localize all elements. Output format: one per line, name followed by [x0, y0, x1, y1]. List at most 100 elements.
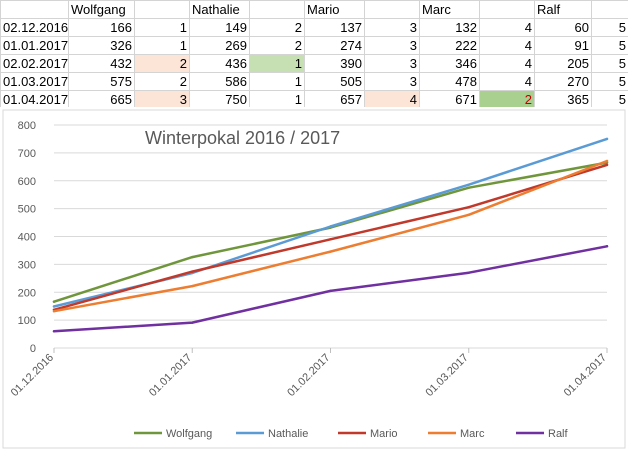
table-cell[interactable]: 4: [479, 36, 535, 55]
y-tick-label: 600: [18, 176, 36, 188]
table-cell[interactable]: 2: [134, 54, 190, 73]
table-cell[interactable]: 505: [304, 72, 365, 91]
table-cell[interactable]: 3: [364, 36, 420, 55]
data-point-ralf: [191, 321, 194, 324]
y-tick-label: 100: [18, 315, 36, 327]
table-cell[interactable]: 132: [419, 18, 480, 37]
table-cell[interactable]: 3: [134, 90, 190, 109]
table-cell[interactable]: 586: [189, 72, 250, 91]
table-cell[interactable]: 3: [364, 54, 420, 73]
legend-label-wolfgang: Wolfgang: [166, 428, 212, 440]
table-cell[interactable]: 671: [419, 90, 480, 109]
data-point-wolfgang: [191, 255, 194, 259]
table-cell[interactable]: 91: [534, 36, 592, 55]
header-cell[interactable]: [591, 0, 628, 19]
table-cell[interactable]: 5: [591, 54, 628, 73]
table-cell[interactable]: 750: [189, 90, 250, 109]
table-cell[interactable]: 575: [68, 72, 135, 91]
table-cell[interactable]: 326: [68, 36, 135, 55]
y-tick-label: 0: [30, 343, 36, 355]
table-cell[interactable]: 665: [68, 90, 135, 109]
table-cell[interactable]: 478: [419, 72, 480, 91]
table-cell[interactable]: 274: [304, 36, 365, 55]
table-cell[interactable]: 205: [534, 54, 592, 73]
table-cell[interactable]: 346: [419, 54, 480, 73]
table-cell[interactable]: 390: [304, 54, 365, 73]
line-chart: 01.12.2016 01.01.2017 01.02.2017 01.03.2017…: [0, 107, 628, 450]
table-cell[interactable]: 5: [591, 18, 628, 37]
data-point-nathalie: [467, 183, 470, 186]
table-cell[interactable]: 2: [134, 72, 190, 91]
date-cell[interactable]: 02.02.2017: [0, 54, 69, 73]
data-point-wolfgang: [467, 186, 470, 189]
date-cell[interactable]: 01.01.2017: [0, 36, 69, 55]
chart-background: [0, 107, 628, 450]
table-cell[interactable]: 269: [189, 36, 250, 55]
table-cell[interactable]: 4: [479, 72, 535, 91]
y-tick-label: 400: [18, 232, 36, 244]
header-cell[interactable]: Ralf: [534, 0, 592, 19]
table-cell[interactable]: 3: [364, 18, 420, 37]
table-cell[interactable]: 436: [189, 54, 250, 73]
series-lines: [52, 137, 609, 333]
table-cell[interactable]: 5: [591, 36, 628, 55]
date-cell[interactable]: 02.12.2016: [0, 18, 69, 37]
header-cell[interactable]: [249, 0, 305, 19]
data-point-wolfgang: [52, 300, 56, 303]
table-cell[interactable]: 222: [419, 36, 480, 55]
table-cell[interactable]: 166: [68, 18, 135, 37]
data-point-nathalie: [329, 225, 332, 228]
header-cell[interactable]: [0, 0, 69, 19]
data-point-marc: [52, 310, 56, 313]
table-cell[interactable]: 2: [249, 36, 305, 55]
table-cell[interactable]: 5: [591, 90, 628, 109]
table-cell[interactable]: 4: [479, 18, 535, 37]
data-point-mario: [329, 238, 332, 241]
header-cell[interactable]: [364, 0, 420, 19]
table-cell[interactable]: 5: [591, 72, 628, 91]
table-cell[interactable]: 657: [304, 90, 365, 109]
chart-title: Winterpokal 2016 / 2017: [145, 128, 340, 148]
table-cell[interactable]: 4: [364, 90, 420, 109]
y-tick-label: 500: [18, 204, 36, 216]
table-cell[interactable]: 4: [479, 54, 535, 73]
table-cell[interactable]: 1: [134, 36, 190, 55]
table-row: 01.03.2017 575 2 586 1 505 3 478 4 270 5: [0, 72, 628, 91]
table-cell[interactable]: 60: [534, 18, 592, 37]
header-cell[interactable]: Nathalie: [189, 0, 250, 19]
legend-label-marc: Marc: [460, 428, 485, 440]
table-cell[interactable]: 432: [68, 54, 135, 73]
table-row: 02.12.2016 166 1 149 2 137 3 132 4 60 5: [0, 18, 628, 37]
table-cell[interactable]: 137: [304, 18, 365, 37]
header-cell[interactable]: [479, 0, 535, 19]
table-cell[interactable]: 2: [479, 90, 535, 109]
chart-svg: 01.12.2016 01.01.2017 01.02.2017 01.03.2017…: [0, 107, 628, 450]
header-cell[interactable]: Wolfgang: [68, 0, 135, 19]
data-point-marc: [191, 284, 194, 288]
table-cell[interactable]: 1: [249, 90, 305, 109]
spreadsheet-table: Wolfgang Nathalie Mario Marc Ralf 02.12.2016 1…: [0, 0, 628, 109]
table-cell[interactable]: 149: [189, 18, 250, 37]
table-row: 02.02.2017 432 2 436 1 390 3 346 4 205 5: [0, 54, 628, 73]
data-point-marc: [329, 250, 332, 253]
table-cell[interactable]: 3: [364, 72, 420, 91]
chart-border: [2, 109, 626, 449]
legend-label-ralf: Ralf: [548, 428, 569, 440]
table-cell[interactable]: 1: [249, 54, 305, 73]
table-cell[interactable]: 270: [534, 72, 592, 91]
y-tick-label: 700: [18, 148, 36, 160]
table-cell[interactable]: 1: [134, 18, 190, 37]
date-cell[interactable]: 01.03.2017: [0, 72, 69, 91]
data-point-ralf: [467, 271, 470, 274]
table-cell[interactable]: 2: [249, 18, 305, 37]
data-point-ralf: [329, 289, 332, 293]
data-point-marc: [605, 159, 609, 163]
y-axis: 0 100 200 300 400 500 600 700 800: [18, 120, 36, 355]
header-cell[interactable]: Marc: [419, 0, 480, 19]
table-cell[interactable]: 1: [249, 72, 305, 91]
table-cell[interactable]: 365: [534, 90, 592, 109]
header-cell[interactable]: [134, 0, 190, 19]
date-cell[interactable]: 01.04.2017: [0, 90, 69, 109]
table-row: 01.04.2017 665 3 750 1 657 4 671 2 365 5: [0, 90, 628, 109]
header-cell[interactable]: Mario: [304, 0, 365, 19]
